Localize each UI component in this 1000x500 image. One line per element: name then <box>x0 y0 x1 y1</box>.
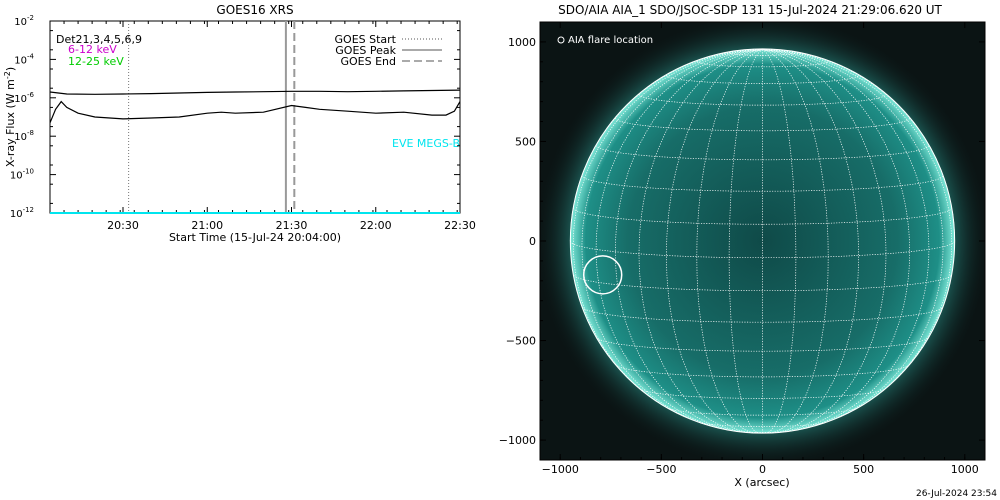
xrs-ylabel: X-ray Flux (W m-2) <box>3 67 17 167</box>
aia-xlabel: X (arcsec) <box>734 476 789 489</box>
aia-x-tick-label-4: 1000 <box>951 463 979 476</box>
y-tick-label-1: 10-4 <box>14 52 34 66</box>
flare-legend-symbol <box>557 36 565 44</box>
channel-legend-1: 6-12 keV <box>68 43 117 56</box>
x-tick-label-0: 20:30 <box>107 219 139 232</box>
xrs-chart-title: GOES16 XRS <box>216 3 293 17</box>
aia-y-tick-label-4: −1000 <box>499 434 536 447</box>
x-tick-label-3: 22:00 <box>360 219 392 232</box>
aia-x-tick-label-0: −1000 <box>542 463 579 476</box>
y-tick-label-4: 10-10 <box>10 168 34 182</box>
aia-y-tick-label-3: −500 <box>506 335 536 348</box>
aia-y-tick-label-0: 1000 <box>508 36 536 49</box>
eve-megs-annotation: EVE MEGS-B <box>392 137 460 150</box>
aia-y-tick-label-1: 500 <box>515 135 536 148</box>
channel-legend-0: Det21,3,4,5,6,9 <box>56 33 142 46</box>
legend-goes-end-label: GOES End <box>340 55 396 68</box>
channel-legend-2: 12-25 keV <box>68 55 124 68</box>
xrs-series-0 <box>49 89 461 95</box>
solar-disk <box>570 48 955 434</box>
y-tick-label-5: 10-12 <box>10 206 34 220</box>
x-tick-label-4: 22:30 <box>444 219 476 232</box>
aia-x-tick-label-3: 500 <box>853 463 874 476</box>
solar-limb <box>569 48 956 434</box>
legend-goes-start-label: GOES Start <box>335 33 397 46</box>
x-tick-label-2: 21:30 <box>276 219 308 232</box>
y-tick-label-2: 10-6 <box>14 91 34 105</box>
x-tick-label-1: 21:00 <box>191 219 223 232</box>
xrs-series-1 <box>49 100 461 124</box>
flare-location-marker <box>582 255 623 295</box>
y-tick-label-3: 10-8 <box>14 129 34 143</box>
footer-timestamp: 26-Jul-2024 23:54 <box>916 489 997 499</box>
flare-legend-label: AIA flare location <box>568 35 653 46</box>
aia-x-tick-label-2: 0 <box>759 463 766 476</box>
aia-x-tick-label-1: −500 <box>646 463 676 476</box>
y-tick-label-0: 10-2 <box>14 14 34 28</box>
xrs-xlabel: Start Time (15-Jul-24 20:04:00) <box>169 231 341 244</box>
aia-y-tick-label-2: 0 <box>529 235 536 248</box>
aia-chart-title: SDO/AIA AIA_1 SDO/JSOC-SDP 131 15-Jul-20… <box>558 3 942 17</box>
legend-goes-peak-label: GOES Peak <box>335 44 396 57</box>
